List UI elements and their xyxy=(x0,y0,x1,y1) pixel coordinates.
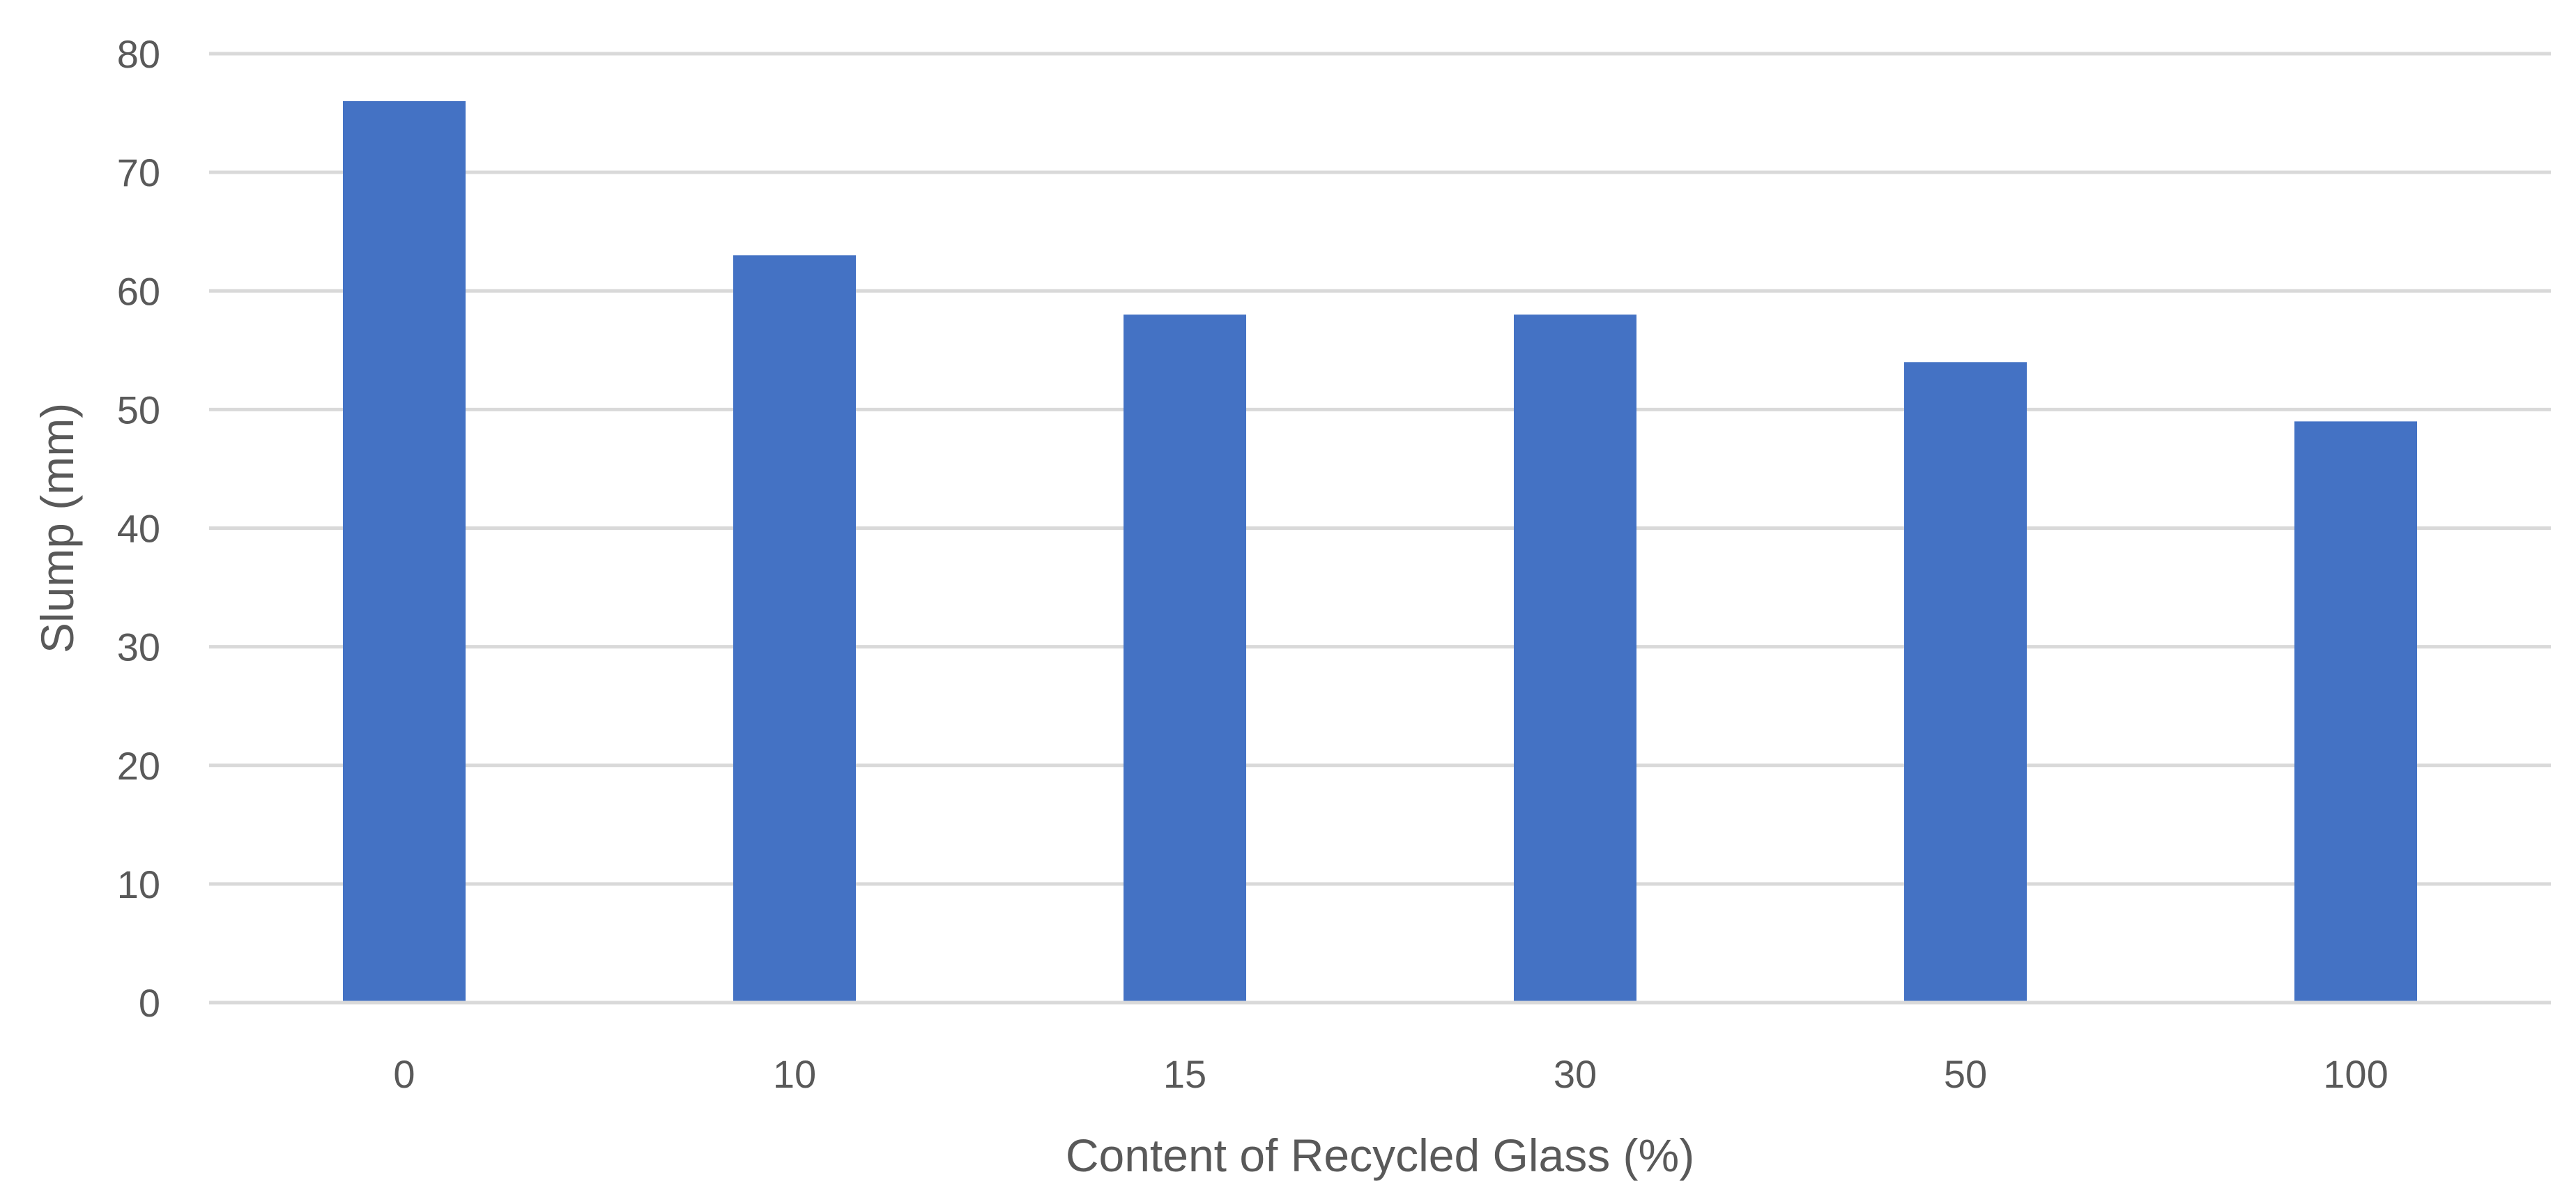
x-tick-label: 10 xyxy=(773,1052,816,1096)
x-tick-label: 100 xyxy=(2323,1052,2388,1096)
bar-10 xyxy=(733,255,856,1003)
x-tick-label: 15 xyxy=(1163,1052,1206,1096)
y-axis-title: Slump (mm) xyxy=(31,403,83,653)
bars xyxy=(343,101,2417,1003)
y-tick-label: 60 xyxy=(117,269,160,313)
y-tick-label: 80 xyxy=(117,32,160,76)
bar-30 xyxy=(1514,314,1636,1003)
x-axis-title: Content of Recycled Glass (%) xyxy=(1066,1129,1694,1181)
y-tick-label: 30 xyxy=(117,625,160,669)
y-tick-label: 50 xyxy=(117,388,160,432)
y-tick-label: 70 xyxy=(117,151,160,195)
x-tick-label: 30 xyxy=(1554,1052,1597,1096)
bar-15 xyxy=(1124,314,1246,1003)
y-axis-ticks: 0 10 20 30 40 50 60 70 80 xyxy=(117,32,160,1025)
y-tick-label: 0 xyxy=(139,981,160,1025)
bar-100 xyxy=(2294,421,2417,1003)
gridlines xyxy=(209,52,2551,886)
bar-0 xyxy=(343,101,466,1003)
y-tick-label: 40 xyxy=(117,507,160,551)
bar-50 xyxy=(1904,362,2027,1003)
x-tick-label: 0 xyxy=(393,1052,415,1096)
y-tick-label: 10 xyxy=(117,862,160,906)
x-tick-label: 50 xyxy=(1944,1052,1987,1096)
y-tick-label: 20 xyxy=(117,744,160,788)
x-axis-ticks: 0 10 15 30 50 100 xyxy=(393,1052,2388,1096)
